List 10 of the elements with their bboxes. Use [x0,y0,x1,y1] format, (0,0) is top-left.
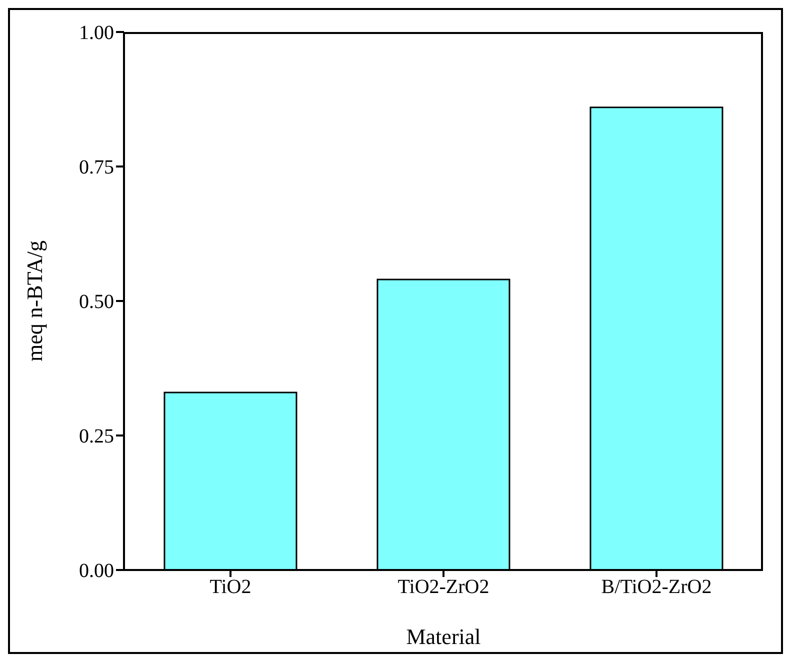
y-tick-label: 0.25 [79,426,114,448]
y-axis-title: meq n-BTA/g [22,240,47,362]
x-axis-title: Material [406,624,481,649]
x-tick-label: B/TiO2-ZrO2 [601,576,712,598]
y-tick-label: 0.50 [79,291,114,314]
y-tick-label: 0.75 [79,156,114,179]
x-tick-label: TiO2-ZrO2 [398,576,490,598]
y-tick-label: 1.00 [79,22,114,44]
x-tick-label: TiO2 [210,576,252,598]
y-tick-label: 0.00 [79,560,114,582]
